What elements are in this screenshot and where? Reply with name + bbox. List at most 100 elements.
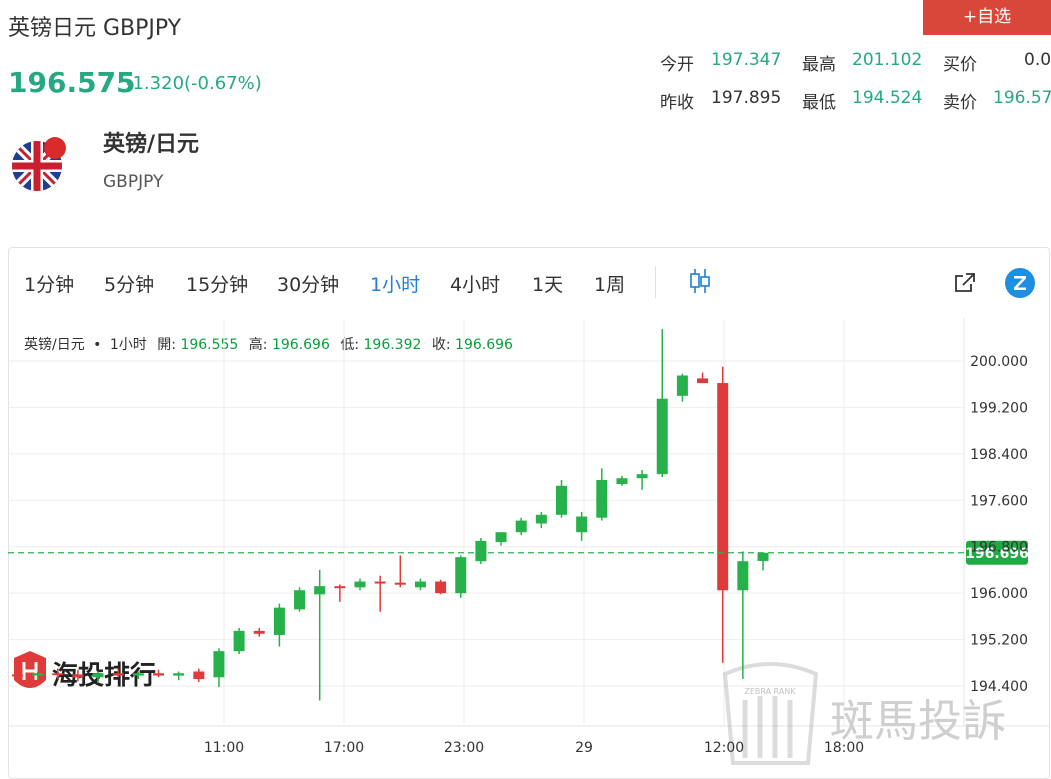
prev-close-label: 昨收 [660,93,694,113]
candle-body [535,514,547,524]
candle [616,475,628,486]
candle-body [233,630,245,652]
candle [717,366,729,663]
bid-value: 0.00 [1024,50,1051,70]
x-tick-label: 29 [575,740,593,756]
candle-body [435,581,447,594]
tab-30min[interactable]: 30分钟 [277,274,340,296]
candle-body [354,581,366,588]
haitou-logo-icon [14,651,46,688]
candle-body [153,673,164,676]
tab-4hour[interactable]: 4小时 [450,274,501,296]
tab-1day[interactable]: 1天 [532,274,564,296]
tab-1min[interactable]: 1分钟 [24,274,75,296]
candle-body [676,375,688,396]
candle-body [52,673,64,676]
candle [52,668,64,680]
chart-grid [8,318,1050,727]
candle-body [193,671,205,680]
candle-body [132,673,144,676]
zebra-logo-icon[interactable] [1004,267,1036,303]
candle [636,470,648,490]
candle-body [616,478,628,485]
tab-5min[interactable]: 5分钟 [104,274,155,296]
candle-body [253,630,265,634]
candle [253,627,265,637]
add-watchlist-button[interactable]: +自选 [923,0,1051,35]
candle-body [374,581,386,584]
candle-body [475,540,487,562]
candle-body [32,673,44,676]
candle [676,373,688,402]
legend-low: 196.392 [363,337,422,353]
pair-name: 英镑/日元 [103,132,200,157]
candle [576,511,588,541]
candle [72,669,84,682]
candles-layer [11,329,769,701]
candle [193,668,205,682]
y-tick-label: 197.600 [970,493,1028,509]
y-tick-label: 198.400 [970,447,1028,463]
candle [556,479,567,518]
candlestick-chart[interactable]: 海投排行 ZEBRA RANK 斑馬投訴 196.696 200.000199.… [8,318,1050,779]
candle-body [737,561,749,591]
candle-body [717,383,729,591]
candle [394,555,406,588]
candle [414,578,426,591]
candle-body [697,378,709,384]
current-price: 196.575 [8,66,136,99]
legend-open-label: 開: [157,337,176,353]
x-tick-label: 11:00 [204,740,244,756]
external-link-icon[interactable] [953,271,977,299]
x-tick-label: 18:00 [824,740,864,756]
candle-body [11,674,23,677]
page-title: 英镑日元 GBPJPY [8,16,182,41]
candle [334,584,346,602]
candlestick-icon[interactable] [688,268,712,298]
price-change: -1.320(-0.67%) [126,73,262,94]
candle-body [92,673,104,678]
candle [173,671,185,681]
ask-value: 196.575 [993,88,1051,108]
legend-close: 196.696 [455,337,513,353]
y-tick-label: 196.000 [970,586,1028,602]
legend-low-label: 低: [340,337,360,353]
candle [737,551,749,680]
candle [11,669,23,680]
flag-badge [44,137,66,159]
candle [132,671,144,680]
candle [213,648,225,688]
candle [314,569,326,701]
candle [273,603,285,647]
candle-body [314,586,326,595]
y-tick-label: 200.000 [970,354,1028,370]
candle-body [213,651,225,678]
candle [354,578,366,591]
x-tick-label: 23:00 [444,740,484,756]
legend-interval: 1小时 [109,337,147,353]
ask-label: 卖价 [943,93,977,113]
candle-body [173,673,185,676]
x-tick-label: 12:00 [704,740,744,756]
pair-code: GBPJPY [103,172,164,192]
candle [757,552,769,571]
candle-body [596,479,608,518]
y-tick-label: 199.200 [970,400,1028,416]
open-label: 今开 [660,55,694,75]
candle-body [112,673,124,676]
x-tick-label: 17:00 [324,740,364,756]
tab-1hour[interactable]: 1小时 [370,274,421,296]
candle-body [495,532,507,543]
candle [656,329,668,478]
open-value: 197.347 [711,50,782,70]
tab-15min[interactable]: 15分钟 [186,274,249,296]
candle [374,575,386,612]
y-tick-label: 196.800 [970,540,1028,556]
current-price-label-bg [966,540,1028,565]
candle-body [556,485,567,515]
candle [475,538,487,565]
candle-body [515,520,527,533]
candle-body [273,607,285,635]
tab-1week[interactable]: 1周 [594,274,626,296]
current-price-line-layer: 196.696 [8,540,1029,565]
